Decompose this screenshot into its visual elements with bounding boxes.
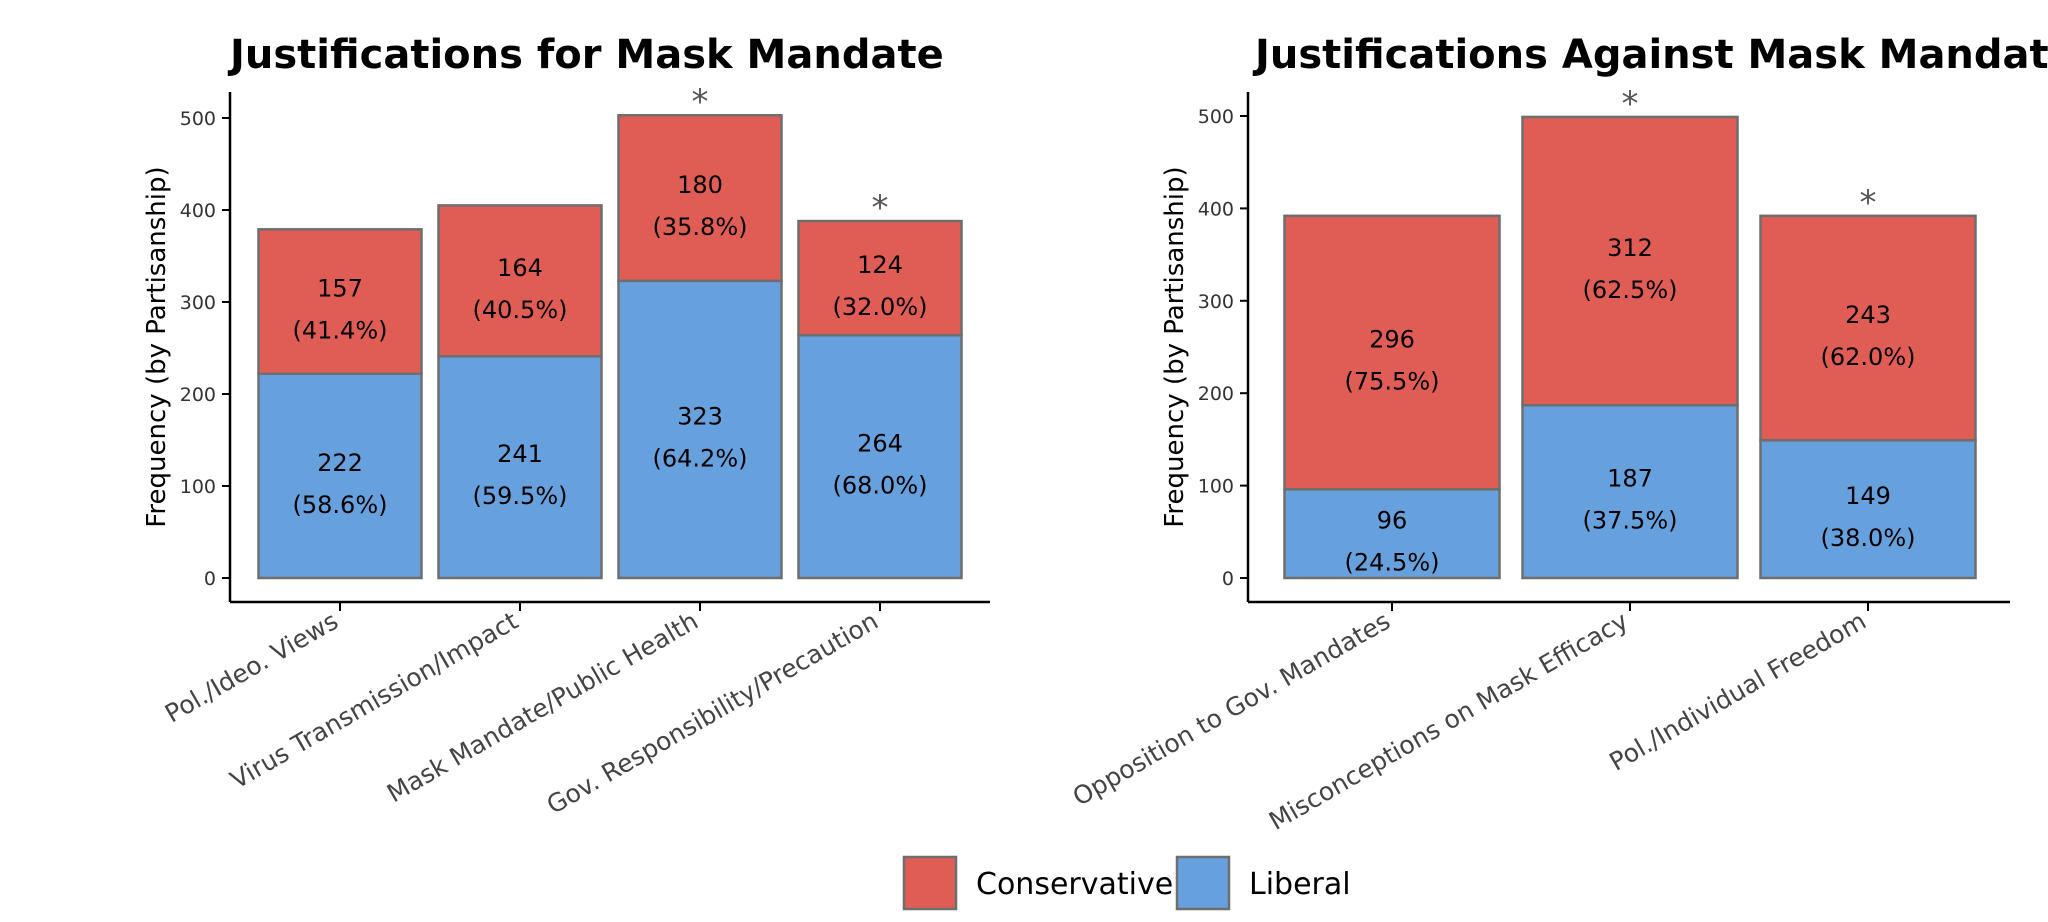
bar-percent-label: (68.0%) — [833, 472, 928, 500]
bar-percent-label: (62.5%) — [1583, 276, 1678, 304]
bar-segment-conservative — [1521, 115, 1739, 407]
y-axis-title: Frequency (by Partisanship) — [1160, 166, 1190, 527]
bar-value-label: 180 — [677, 171, 723, 199]
significance-marker: * — [1622, 84, 1639, 124]
significance-marker: * — [872, 188, 889, 228]
legend-label-liberal: Liberal — [1249, 867, 1351, 902]
x-category-label: Mask Mandate/Public Health — [382, 606, 703, 808]
bar-segment-conservative — [437, 204, 603, 358]
bar-percent-label: (24.5%) — [1345, 549, 1440, 577]
bar-percent-label: (38.0%) — [1821, 524, 1916, 552]
bar-value-label: 241 — [497, 440, 543, 468]
x-category-label: Virus Transmission/Impact — [225, 606, 523, 795]
bar-value-label: 323 — [677, 402, 723, 430]
y-tick-label: 500 — [1198, 106, 1234, 128]
bar-segment-conservative — [1759, 214, 1977, 442]
y-tick-label: 0 — [204, 568, 216, 590]
y-tick-label: 400 — [1198, 198, 1234, 220]
y-tick-label: 300 — [180, 292, 216, 314]
chart-title: Justifications Against Mask Mandate — [1252, 32, 2048, 78]
legend: Conservative Liberal — [902, 855, 1351, 911]
bar-segment-liberal — [257, 372, 423, 580]
bar-value-label: 149 — [1845, 482, 1891, 510]
y-tick-label: 200 — [1198, 383, 1234, 405]
y-axis-title: Frequency (by Partisanship) — [142, 166, 172, 527]
y-tick-label: 500 — [180, 108, 216, 130]
y-tick-label: 0 — [1222, 568, 1234, 590]
bar-segment-conservative — [257, 228, 423, 376]
x-category-label: Pol./Individual Freedom — [1604, 606, 1871, 777]
bar-value-label: 222 — [317, 449, 363, 477]
y-tick-label: 400 — [180, 200, 216, 222]
panel-against-mask-mandate: Justifications Against Mask Mandate 0 100 2… — [1068, 32, 2048, 836]
bar-percent-label: (41.4%) — [293, 317, 388, 345]
x-category-label: Gov. Responsibility/Precaution — [542, 606, 883, 820]
bar-percent-label: (40.5%) — [473, 296, 568, 324]
legend-swatch-liberal — [1175, 855, 1231, 911]
bar-percent-label: (59.5%) — [473, 482, 568, 510]
legend-swatch-conservative — [902, 855, 958, 911]
bar-percent-label: (37.5%) — [1583, 507, 1678, 535]
bar-value-label: 312 — [1607, 234, 1653, 262]
bar-segment-liberal — [1759, 439, 1977, 580]
y-tick-label: 100 — [1198, 476, 1234, 498]
bar-segment-liberal — [617, 279, 783, 580]
bar-value-label: 124 — [857, 251, 903, 279]
bar-segment-liberal — [1283, 488, 1501, 580]
bar-segment-conservative — [1283, 214, 1501, 491]
bar-percent-label: (62.0%) — [1821, 343, 1916, 371]
bar-value-label: 187 — [1607, 465, 1653, 493]
y-tick-label: 300 — [1198, 291, 1234, 313]
bar-value-label: 296 — [1369, 326, 1415, 354]
bar-percent-label: (35.8%) — [653, 213, 748, 241]
x-category-label: Pol./Ideo. Views — [160, 606, 343, 728]
bar-value-label: 243 — [1845, 301, 1891, 329]
legend-label-conservative: Conservative — [976, 867, 1173, 902]
bar-segment-conservative — [797, 219, 963, 337]
y-tick-label: 200 — [180, 384, 216, 406]
bar-segment-conservative — [617, 113, 783, 283]
panel-for-mask-mandate: Justifications for Mask Mandate 0 100 200 30… — [142, 32, 990, 820]
bar-percent-label: (32.0%) — [833, 293, 928, 321]
bar-value-label: 96 — [1377, 507, 1408, 535]
chart-title: Justifications for Mask Mandate — [227, 32, 944, 78]
bar-value-label: 164 — [497, 254, 543, 282]
bar-percent-label: (64.2%) — [653, 444, 748, 472]
bar-segment-liberal — [437, 355, 603, 580]
bar-value-label: 157 — [317, 275, 363, 303]
significance-marker: * — [692, 82, 709, 122]
bar-percent-label: (58.6%) — [293, 491, 388, 519]
bar-value-label: 264 — [857, 430, 903, 458]
bar-percent-label: (75.5%) — [1345, 368, 1440, 396]
significance-marker: * — [1860, 183, 1877, 223]
y-tick-label: 100 — [180, 476, 216, 498]
